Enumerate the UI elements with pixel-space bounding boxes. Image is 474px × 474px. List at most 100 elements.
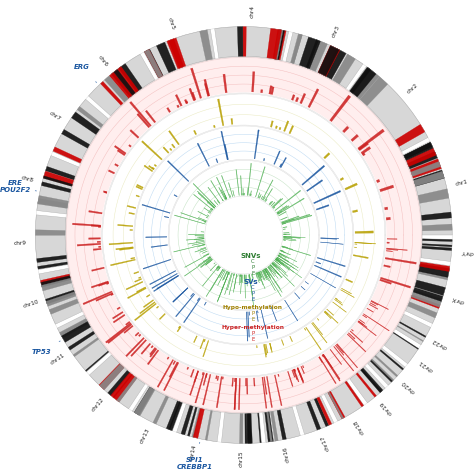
Wedge shape	[393, 332, 419, 349]
Wedge shape	[368, 348, 405, 385]
Wedge shape	[197, 298, 200, 301]
Wedge shape	[307, 180, 323, 191]
Wedge shape	[96, 292, 113, 301]
Wedge shape	[131, 339, 146, 356]
Wedge shape	[111, 69, 136, 97]
Wedge shape	[231, 118, 233, 124]
Wedge shape	[292, 370, 295, 377]
Wedge shape	[134, 387, 154, 415]
Wedge shape	[384, 332, 419, 364]
Wedge shape	[274, 260, 280, 265]
Wedge shape	[400, 322, 426, 337]
Wedge shape	[256, 273, 259, 283]
Wedge shape	[115, 164, 118, 167]
Wedge shape	[279, 253, 289, 259]
Wedge shape	[271, 87, 274, 94]
Wedge shape	[298, 368, 304, 382]
Text: SVs: SVs	[243, 279, 258, 285]
Wedge shape	[292, 34, 302, 64]
Wedge shape	[265, 269, 268, 273]
Wedge shape	[203, 257, 210, 262]
Wedge shape	[218, 266, 219, 268]
Polygon shape	[168, 159, 319, 310]
Wedge shape	[351, 329, 354, 331]
Wedge shape	[110, 293, 113, 296]
Wedge shape	[233, 273, 234, 276]
Wedge shape	[301, 366, 305, 374]
Wedge shape	[216, 266, 219, 270]
Wedge shape	[275, 260, 277, 261]
Wedge shape	[280, 157, 287, 168]
Wedge shape	[43, 176, 73, 186]
Wedge shape	[46, 290, 75, 304]
Wedge shape	[203, 374, 207, 385]
Wedge shape	[262, 377, 267, 408]
Wedge shape	[41, 182, 71, 192]
Wedge shape	[62, 129, 90, 148]
Wedge shape	[247, 413, 251, 443]
Wedge shape	[198, 257, 211, 266]
Wedge shape	[207, 254, 209, 255]
Wedge shape	[109, 242, 133, 245]
Wedge shape	[380, 350, 404, 370]
Wedge shape	[276, 258, 280, 261]
Wedge shape	[323, 354, 340, 379]
Wedge shape	[322, 355, 324, 357]
Wedge shape	[327, 309, 334, 315]
Wedge shape	[147, 350, 159, 365]
Wedge shape	[200, 249, 207, 252]
Wedge shape	[349, 66, 428, 151]
Wedge shape	[258, 193, 260, 198]
Wedge shape	[323, 354, 333, 368]
Wedge shape	[261, 196, 263, 199]
Text: E: E	[251, 337, 255, 342]
Wedge shape	[205, 410, 212, 440]
Wedge shape	[103, 191, 107, 193]
Wedge shape	[335, 298, 342, 303]
Wedge shape	[272, 263, 276, 267]
Wedge shape	[37, 155, 79, 214]
Wedge shape	[169, 401, 182, 431]
Wedge shape	[141, 343, 151, 355]
Wedge shape	[387, 242, 389, 243]
Wedge shape	[263, 270, 269, 281]
Wedge shape	[143, 259, 171, 269]
Wedge shape	[358, 321, 364, 325]
Wedge shape	[204, 83, 209, 96]
Wedge shape	[229, 273, 234, 295]
Wedge shape	[279, 211, 286, 216]
Wedge shape	[151, 245, 167, 247]
Wedge shape	[157, 275, 179, 289]
Wedge shape	[138, 334, 141, 337]
Wedge shape	[288, 371, 293, 386]
Wedge shape	[193, 408, 204, 438]
Wedge shape	[314, 191, 341, 204]
Wedge shape	[351, 135, 358, 141]
Wedge shape	[293, 369, 297, 380]
Wedge shape	[77, 107, 103, 128]
Wedge shape	[371, 301, 388, 310]
Wedge shape	[240, 275, 241, 283]
Wedge shape	[157, 359, 173, 387]
Wedge shape	[185, 254, 209, 267]
Wedge shape	[126, 321, 130, 325]
Wedge shape	[117, 377, 137, 402]
Wedge shape	[273, 262, 288, 276]
Wedge shape	[411, 295, 440, 309]
Wedge shape	[148, 165, 154, 170]
Wedge shape	[264, 345, 266, 357]
Wedge shape	[361, 369, 382, 392]
Wedge shape	[249, 274, 253, 296]
Wedge shape	[127, 205, 136, 209]
Wedge shape	[277, 206, 289, 214]
Wedge shape	[238, 378, 240, 410]
Wedge shape	[279, 127, 281, 130]
Wedge shape	[225, 196, 227, 199]
Wedge shape	[193, 130, 197, 135]
Text: chr3: chr3	[331, 24, 340, 38]
Wedge shape	[249, 274, 251, 281]
Wedge shape	[192, 243, 205, 246]
Wedge shape	[277, 211, 282, 214]
Wedge shape	[301, 286, 305, 290]
Wedge shape	[317, 319, 319, 320]
